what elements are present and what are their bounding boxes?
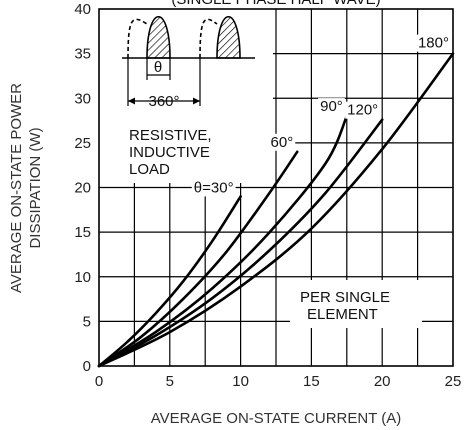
y-tick-label: 30 xyxy=(74,90,91,107)
x-tick-label: 0 xyxy=(95,373,103,390)
series-label: 180° xyxy=(418,35,449,52)
y-tick-label: 10 xyxy=(74,269,91,286)
waveform-pulse-1 xyxy=(146,15,171,59)
period-arrow-right xyxy=(193,97,200,105)
load-label-line-2: INDUCTIVE xyxy=(129,144,210,161)
waveform-dashed-1 xyxy=(127,18,148,59)
x-tick-label: 25 xyxy=(445,373,462,390)
series-label-background xyxy=(318,98,345,116)
y-tick-label: 20 xyxy=(74,180,91,197)
series-curves: θ=30° 60° 90° 120° 180° xyxy=(97,34,455,368)
y-tick-label: 25 xyxy=(74,135,91,152)
series-label: 90° xyxy=(320,98,343,115)
series-line xyxy=(97,195,242,368)
element-label-line-2: ELEMENT xyxy=(307,306,378,323)
chart-title: (SINGLE PHASE HALF WAVE) xyxy=(171,0,380,8)
series-label-background xyxy=(191,179,236,197)
period-arrow-left xyxy=(128,97,135,105)
series-label: θ=30° xyxy=(194,179,234,196)
series-label-background xyxy=(268,133,296,151)
x-tick-label: 5 xyxy=(166,373,174,390)
waveform-dashed-2 xyxy=(199,18,218,59)
element-label-line-1: PER SINGLE xyxy=(300,289,390,306)
y-tick-label: 15 xyxy=(74,224,91,241)
y-axis-title-line-1: AVERAGE ON-STATE POWER xyxy=(8,83,25,293)
y-tick-label: 0 xyxy=(83,358,91,375)
series-label: 120° xyxy=(347,102,378,119)
element-label: PER SINGLE ELEMENT xyxy=(300,289,390,323)
y-tick-label: 5 xyxy=(83,313,91,330)
y-axis-title-line-2: DISSIPATION (W) xyxy=(27,127,44,248)
series-line xyxy=(97,52,455,368)
plot-frame xyxy=(98,8,454,367)
x-axis-title: AVERAGE ON-STATE CURRENT (A) xyxy=(151,410,402,427)
theta-label: θ xyxy=(154,59,162,76)
load-label: RESISTIVE, INDUCTIVE LOAD xyxy=(129,127,212,178)
load-label-line-1: RESISTIVE, xyxy=(129,127,212,144)
series-line xyxy=(97,150,299,368)
x-tick-label: 15 xyxy=(303,373,320,390)
x-tick-label: 10 xyxy=(232,373,249,390)
series-label-background xyxy=(415,34,451,52)
series-label: 60° xyxy=(271,134,294,151)
tick-labels: 0 5 10 15 20 25 0 5 10 15 20 25 30 35 40 xyxy=(74,1,461,390)
series-label-background xyxy=(345,101,381,119)
x-tick-label: 20 xyxy=(374,373,391,390)
y-tick-label: 35 xyxy=(74,46,91,63)
series-line xyxy=(97,118,384,368)
y-tick-label: 40 xyxy=(74,1,91,18)
load-label-line-3: LOAD xyxy=(129,161,170,178)
waveform-pulse-2 xyxy=(216,15,241,59)
waveform-inset: θ 360° xyxy=(122,15,255,110)
series-line xyxy=(97,114,349,368)
period-label: 360° xyxy=(148,93,179,110)
